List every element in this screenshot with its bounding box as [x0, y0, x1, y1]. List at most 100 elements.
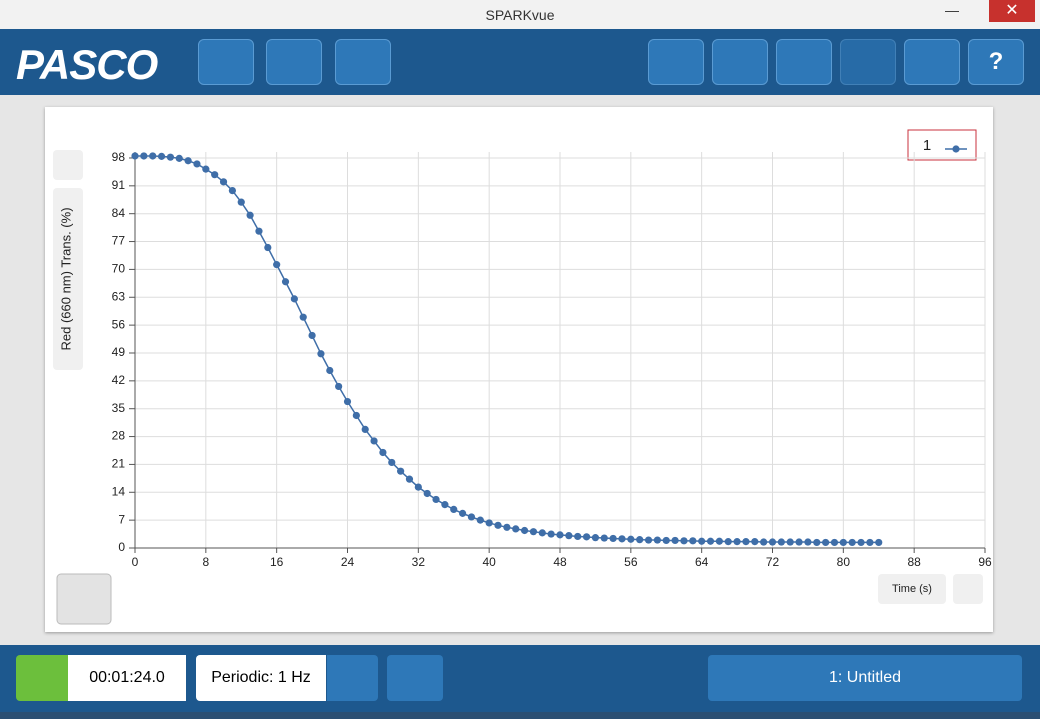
data-point — [600, 534, 608, 542]
data-point — [582, 533, 591, 541]
data-point — [591, 534, 600, 542]
data-point — [830, 538, 839, 547]
data-point — [636, 536, 644, 544]
title-bar: SPARKvue ✕ — — [0, 0, 1040, 29]
graph-tools-button[interactable] — [56, 573, 112, 625]
data-point — [202, 165, 210, 173]
data-point — [866, 538, 874, 547]
data-point — [503, 523, 511, 531]
data-point — [680, 537, 688, 545]
data-point — [768, 538, 777, 546]
y-tick-label: 7 — [118, 512, 125, 526]
data-point — [388, 458, 396, 467]
snapshot-button[interactable] — [904, 39, 960, 85]
y-tick-label: 91 — [112, 178, 126, 192]
y-tick-label: 35 — [112, 401, 126, 415]
data-point — [166, 153, 175, 161]
data-point — [149, 152, 157, 160]
logo: PASCO — [16, 41, 158, 88]
data-point — [494, 521, 502, 529]
y-lock[interactable] — [53, 150, 83, 180]
data-point — [131, 152, 139, 160]
data-point — [485, 519, 493, 527]
y-axis-label: Red (660 nm) Trans. (%) — [58, 207, 73, 350]
data-point — [574, 532, 582, 541]
data-point — [609, 534, 617, 543]
data-point — [459, 509, 467, 517]
elapsed-time: 00:01:24.0 — [68, 655, 186, 701]
data-button[interactable] — [712, 39, 768, 85]
minimize-button[interactable]: — — [945, 2, 959, 18]
next-page[interactable] — [966, 655, 1022, 701]
data-point — [237, 198, 245, 206]
page-name: 1: Untitled — [764, 655, 966, 701]
x-tick-label: 8 — [202, 555, 209, 569]
data-point — [520, 526, 529, 535]
prev-page[interactable] — [708, 655, 764, 701]
data-point — [193, 160, 201, 168]
y-tick-label: 28 — [112, 429, 126, 443]
sample-options[interactable] — [327, 655, 378, 701]
data-point — [538, 529, 546, 537]
data-point — [405, 475, 414, 483]
taskbar — [0, 712, 1040, 719]
y-tick-label: 42 — [112, 373, 126, 387]
data-point — [370, 437, 378, 445]
sample-rate[interactable]: Periodic: 1 Hz — [196, 655, 326, 701]
help-button[interactable]: ? — [968, 39, 1024, 85]
experiment-tools[interactable] — [387, 655, 443, 701]
x-label-box — [878, 574, 946, 604]
x-tick-label: 40 — [482, 555, 496, 569]
data-point — [529, 528, 538, 536]
data-point — [476, 516, 484, 524]
x-tick-label: 48 — [553, 555, 567, 569]
home-button[interactable] — [198, 39, 254, 85]
data-point — [857, 538, 865, 547]
x-tick-label: 56 — [624, 555, 638, 569]
data-point — [627, 535, 635, 543]
y-tick-label: 77 — [112, 234, 126, 248]
data-point — [140, 152, 148, 160]
data-point — [175, 154, 183, 162]
y-tick-label: 21 — [112, 457, 126, 471]
y-tick-label: 84 — [112, 206, 126, 220]
data-point — [255, 227, 263, 235]
data-point — [211, 171, 219, 179]
data-point — [556, 531, 564, 539]
data-point — [423, 489, 431, 498]
data-point — [326, 366, 334, 375]
data-point — [414, 483, 422, 491]
journal-button[interactable] — [840, 39, 896, 85]
x-tick-label: 64 — [695, 555, 709, 569]
new-button[interactable] — [266, 39, 322, 85]
window-title: SPARKvue — [485, 7, 555, 23]
x-tick-label: 0 — [132, 555, 139, 569]
tools-button[interactable] — [776, 39, 832, 85]
start-button[interactable] — [16, 655, 68, 701]
data-point — [706, 537, 715, 545]
x-tick-label: 16 — [270, 555, 284, 569]
data-point — [512, 525, 520, 533]
legend-marker — [952, 145, 960, 153]
y-tick-label: 14 — [112, 484, 126, 498]
data-point — [246, 211, 254, 219]
data-point — [724, 538, 732, 546]
data-point — [848, 538, 856, 547]
data-point — [565, 532, 573, 540]
data-point — [698, 537, 706, 545]
data-point — [644, 536, 653, 544]
data-point — [467, 513, 476, 521]
close-button[interactable]: ✕ — [989, 0, 1035, 22]
data-point — [839, 538, 847, 547]
data-point — [689, 537, 697, 545]
x-lock[interactable] — [953, 574, 983, 604]
legend-label: 1 — [923, 137, 931, 154]
data-point — [308, 331, 316, 340]
data-point — [547, 530, 555, 538]
data-point — [662, 536, 670, 545]
close-file-button[interactable] — [335, 39, 391, 85]
data-point — [733, 538, 741, 546]
sensors-button[interactable] — [648, 39, 704, 85]
data-point — [751, 538, 759, 546]
